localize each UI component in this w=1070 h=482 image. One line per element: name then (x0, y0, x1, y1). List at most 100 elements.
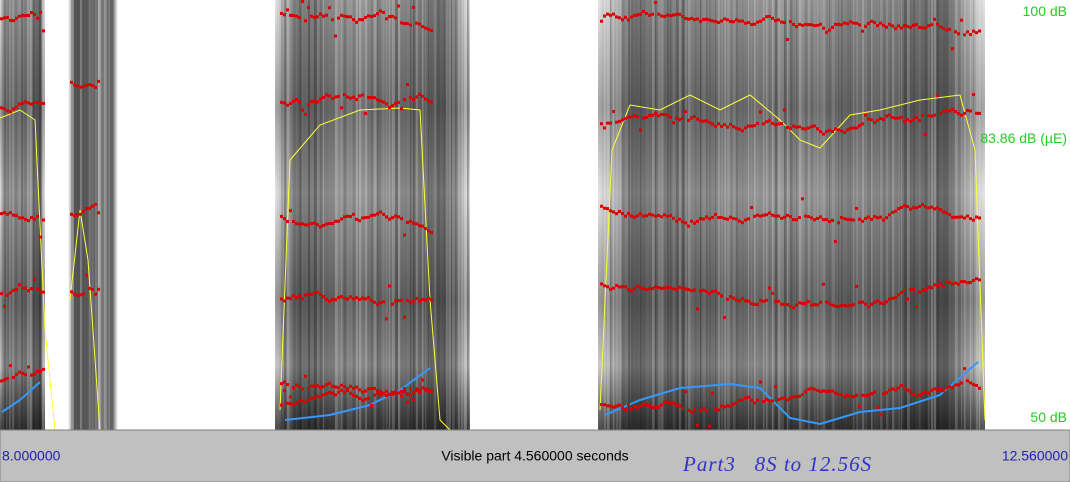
formant-point (349, 384, 352, 388)
formant-point (867, 393, 870, 397)
formant-point (918, 290, 921, 294)
intensity-curve (69, 209, 101, 431)
formant-point (801, 302, 804, 306)
texture-stripe (862, 0, 865, 430)
formant-point (870, 392, 873, 396)
formant-point (349, 295, 352, 299)
formant-point (412, 221, 415, 225)
formant-point (714, 289, 717, 293)
visible-part: Visible part 4.560000 seconds (441, 448, 628, 464)
formant-point (768, 286, 771, 290)
formant-point (645, 11, 648, 15)
formant-point (972, 29, 975, 33)
texture-stripe (850, 0, 852, 430)
formant-point (657, 286, 660, 290)
formant-point (699, 19, 702, 23)
formant-point (708, 292, 711, 296)
formant-point (876, 23, 879, 27)
formant-point (867, 117, 870, 121)
formant-point (379, 390, 382, 394)
formant-point (21, 13, 24, 17)
formant-point (624, 116, 627, 120)
formant-point (367, 296, 370, 300)
formant-point (12, 107, 15, 111)
texture-stripe (958, 0, 961, 430)
formant-point (621, 212, 624, 216)
texture-stripe (443, 0, 445, 430)
formant-point (618, 119, 621, 123)
formant-point (735, 298, 738, 302)
formant-point (870, 217, 873, 221)
formant-point (400, 390, 403, 394)
formant-point (310, 384, 313, 388)
formant-point (391, 216, 394, 220)
formant-point (42, 29, 45, 33)
formant-point (675, 12, 678, 16)
formant-point (328, 6, 331, 10)
formant-point (750, 205, 753, 209)
formant-point (292, 13, 295, 17)
texture-stripe (314, 0, 317, 430)
formant-point (843, 303, 846, 307)
formant-point (939, 25, 942, 29)
formant-point (385, 394, 388, 398)
formant-point (768, 14, 771, 18)
formant-point (771, 399, 774, 403)
formant-point (301, 108, 304, 112)
formant-point (600, 19, 603, 23)
formant-point (882, 302, 885, 306)
formant-point (765, 397, 768, 401)
formant-point (756, 213, 759, 217)
formant-point (798, 394, 801, 398)
formant-point (789, 304, 792, 308)
formant-point (633, 404, 636, 408)
formant-point (912, 392, 915, 396)
formant-point (301, 387, 304, 391)
formant-point (642, 402, 645, 406)
texture-stripe (724, 0, 727, 430)
texture-stripe (871, 0, 873, 430)
formant-point (27, 101, 30, 105)
formant-point (798, 125, 801, 129)
formant-point (624, 15, 627, 19)
formant-point (325, 222, 328, 226)
formant-point (385, 17, 388, 21)
formant-point (606, 404, 609, 408)
texture-stripe (3, 0, 5, 430)
formant-point (370, 298, 373, 302)
formant-point (807, 300, 810, 304)
formant-point (975, 277, 978, 281)
formant-point (3, 304, 6, 308)
formant-point (415, 387, 418, 391)
formant-point (651, 213, 654, 217)
formant-point (759, 214, 762, 218)
formant-point (295, 14, 298, 18)
texture-stripe (733, 0, 736, 430)
formant-point (906, 388, 909, 392)
formant-point (313, 15, 316, 19)
formant-point (774, 123, 777, 127)
formant-point (861, 29, 864, 33)
formant-point (696, 307, 699, 311)
formant-point (382, 300, 385, 304)
formant-point (9, 110, 12, 114)
formant-point (331, 97, 334, 101)
formant-point (945, 211, 948, 215)
formant-point (849, 303, 852, 307)
formant-point (319, 395, 322, 399)
formant-point (328, 94, 331, 98)
formant-point (12, 288, 15, 292)
formant-point (870, 19, 873, 23)
formant-point (600, 282, 603, 286)
texture-stripe (955, 0, 958, 430)
texture-stripe (784, 0, 787, 430)
formant-point (642, 9, 645, 13)
formant-point (609, 209, 612, 213)
time-bar[interactable] (0, 429, 1070, 482)
formant-point (346, 95, 349, 99)
formant-point (894, 116, 897, 120)
formant-point (94, 202, 97, 206)
formant-point (334, 95, 337, 99)
formant-point (39, 235, 42, 239)
formant-point (930, 23, 933, 27)
